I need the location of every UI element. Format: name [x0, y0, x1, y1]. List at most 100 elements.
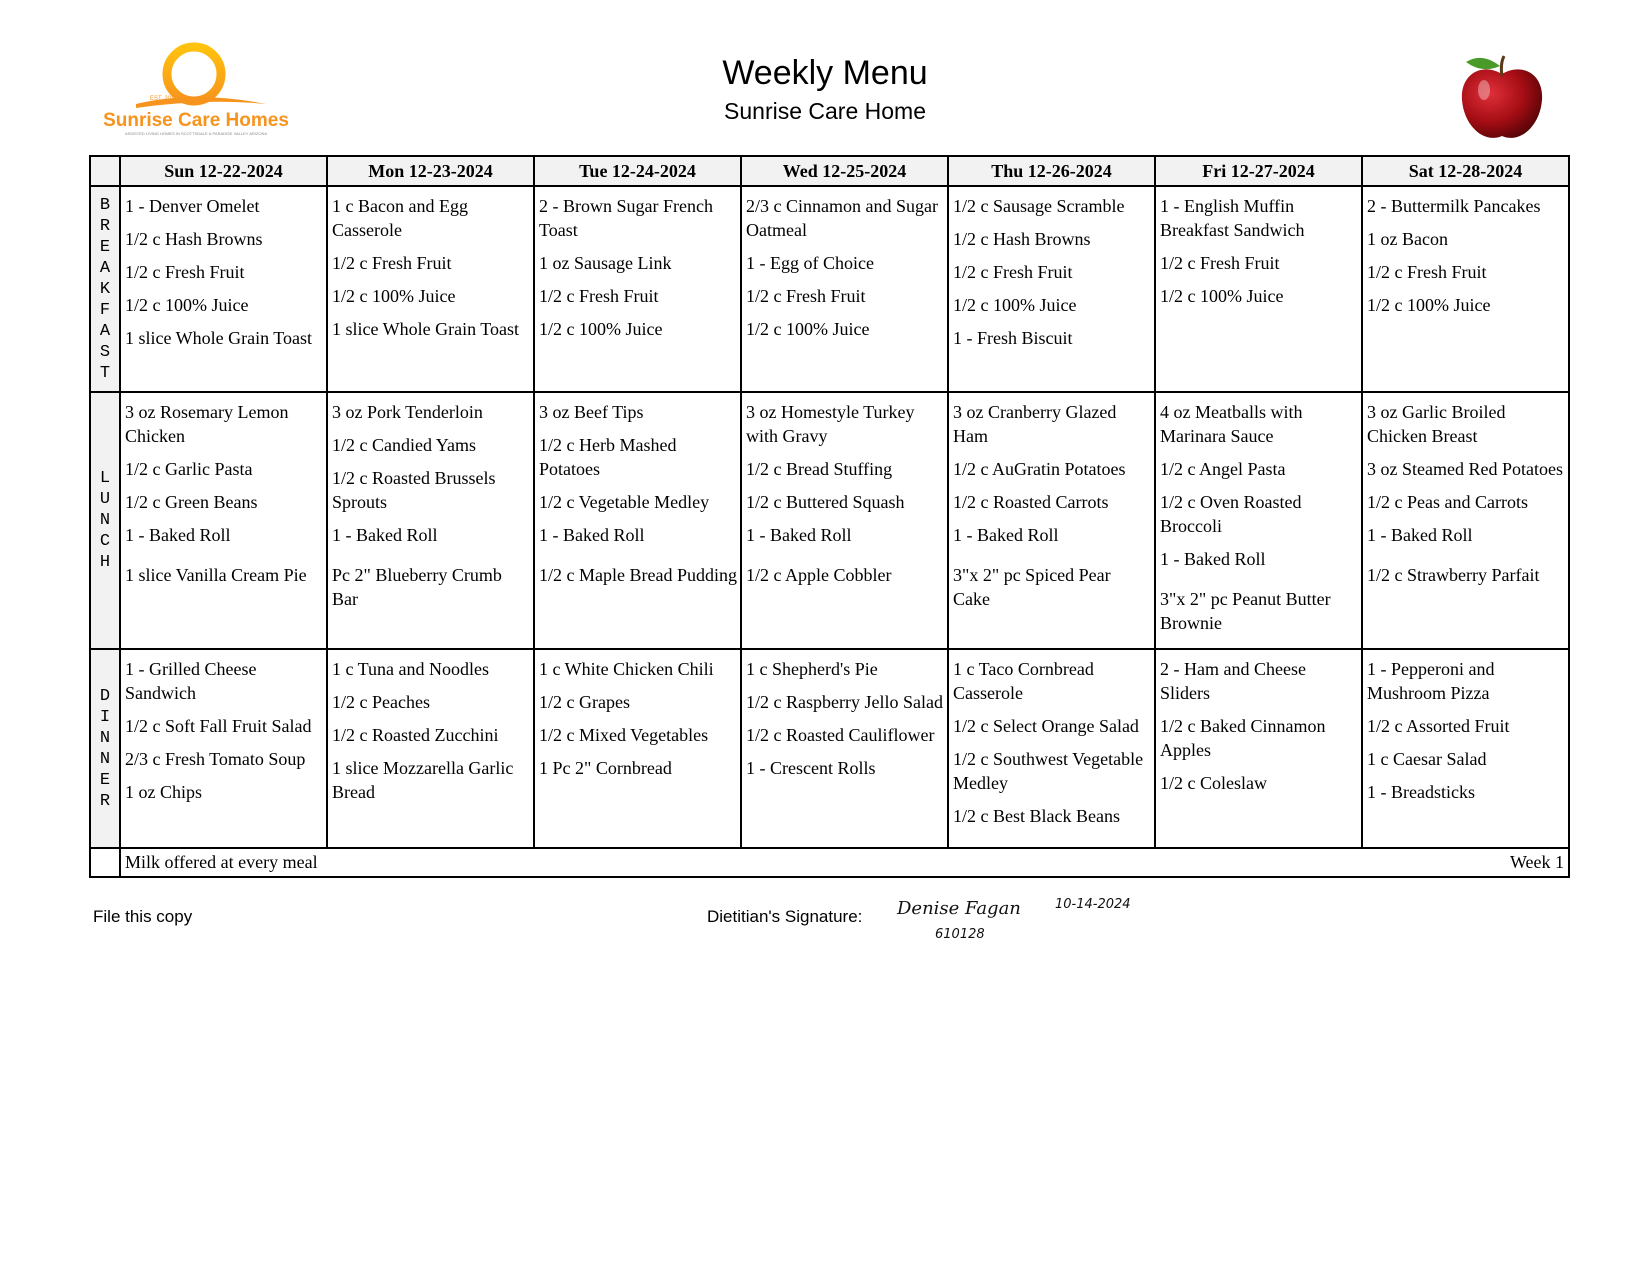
menu-item: 1/2 c 100% Juice [539, 319, 663, 339]
menu-item: 2 - Ham and Cheese Sliders [1160, 659, 1306, 703]
menu-cell: 1/2 c Sausage Scramble 1/2 c Hash Browns 1… [947, 185, 1156, 393]
menu-item: 1/2 c Hash Browns [953, 229, 1091, 249]
day-header: Wed 12-25-2024 [740, 155, 949, 187]
meal-label: DINNER [99, 686, 111, 811]
meal-label: LUNCH [99, 469, 111, 572]
menu-cell: 3 oz Garlic Broiled Chicken Breast 3 oz S… [1361, 391, 1570, 650]
menu-item: 1 slice Whole Grain Toast [125, 328, 313, 348]
menu-cell: 1 - Grilled Cheese Sandwich 1/2 c Soft Fa… [119, 648, 328, 849]
svg-text:EST. 2011: EST. 2011 [150, 96, 178, 102]
menu-item: 1 oz Chips [125, 782, 203, 802]
menu-item: 3"x 2" pc Spiced Pear Cake [953, 565, 1111, 609]
week-label: Week 1 [1509, 852, 1564, 872]
corner-cell [89, 155, 121, 187]
menu-item: 3 oz Cranberry Glazed Ham [953, 402, 1117, 446]
menu-item: 1/2 c Assorted Fruit [1367, 716, 1510, 736]
milk-corner [89, 847, 121, 878]
menu-item: 1 - Fresh Biscuit [953, 328, 1073, 348]
meal-row: DINNER 1 - Grilled Cheese Sandwich 1/2 c S… [89, 648, 1570, 849]
menu-item: 1 c Shepherd's Pie [746, 659, 878, 679]
milk-row: Milk offered at every meal Week 1 [89, 847, 1570, 878]
menu-item: 1/2 c Apple Cobbler [746, 565, 892, 585]
menu-item: 1/2 c Sausage Scramble [953, 196, 1125, 216]
menu-item: 1 - Baked Roll [1367, 525, 1473, 545]
menu-item: 1/2 c Roasted Cauliflower [746, 725, 935, 745]
menu-item: 1/2 c Bread Stuffing [746, 459, 893, 479]
menu-item: 1/2 c 100% Juice [332, 286, 456, 306]
menu-item: 1 c Bacon and Egg Casserole [332, 196, 468, 240]
menu-item: 1/2 c Vegetable Medley [539, 492, 710, 512]
menu-cell: 3 oz Beef Tips 1/2 c Herb Mashed Potatoes… [533, 391, 742, 650]
meal-label-cell: DINNER [89, 648, 121, 849]
menu-item: 1/2 c Soft Fall Fruit Salad [125, 716, 312, 736]
menu-item: 1/2 c Best Black Beans [953, 806, 1120, 826]
menu-item: 3 oz Pork Tenderloin [332, 402, 483, 422]
menu-cell: 2 - Brown Sugar French Toast 1 oz Sausage… [533, 185, 742, 393]
menu-item: 1/2 c 100% Juice [125, 295, 249, 315]
menu-item: 1 - Crescent Rolls [746, 758, 876, 778]
menu-item: 1/2 c Roasted Zucchini [332, 725, 499, 745]
menu-item: 1 oz Bacon [1367, 229, 1448, 249]
menu-item: 1/2 c Angel Pasta [1160, 459, 1286, 479]
menu-item: 1/2 c AuGratin Potatoes [953, 459, 1126, 479]
menu-item: 1/2 c Fresh Fruit [1160, 253, 1280, 273]
menu-cell: 3 oz Homestyle Turkey with Gravy 1/2 c Br… [740, 391, 949, 650]
signature-date: 10-14-2024 [1055, 897, 1131, 912]
menu-item: 3 oz Homestyle Turkey with Gravy [746, 402, 915, 446]
menu-cell: 1 c Bacon and Egg Casserole 1/2 c Fresh F… [326, 185, 535, 393]
menu-item: 3 oz Garlic Broiled Chicken Breast [1367, 402, 1506, 446]
menu-item: 1 slice Mozzarella Garlic Bread [332, 758, 514, 802]
menu-item: 1 - Baked Roll [125, 525, 231, 545]
menu-item: 3 oz Rosemary Lemon Chicken [125, 402, 289, 446]
menu-item: 1 - Breadsticks [1367, 782, 1475, 802]
page-title: Weekly Menu [722, 54, 928, 92]
menu-item: 1/2 c Oven Roasted Broccoli [1160, 492, 1302, 536]
menu-cell: 2/3 c Cinnamon and Sugar Oatmeal 1 - Egg … [740, 185, 949, 393]
menu-item: 1/2 c Candied Yams [332, 435, 476, 455]
meal-label-cell: LUNCH [89, 391, 121, 650]
menu-item: 1/2 c Roasted Carrots [953, 492, 1109, 512]
menu-cell: 1 c Tuna and Noodles 1/2 c Peaches 1/2 c R… [326, 648, 535, 849]
meal-label: BREAKFAST [99, 195, 111, 383]
signature-label: Dietitian's Signature: [707, 907, 863, 926]
menu-item: 1 - English Muffin Breakfast Sandwich [1160, 196, 1305, 240]
menu-item: 1 slice Vanilla Cream Pie [125, 565, 307, 585]
menu-cell: 1 c White Chicken Chili 1/2 c Grapes 1/2 c… [533, 648, 742, 849]
menu-item: 1/2 c 100% Juice [1160, 286, 1284, 306]
menu-item: 1/2 c Buttered Squash [746, 492, 905, 512]
menu-item: 1/2 c Peaches [332, 692, 430, 712]
sunrise-care-homes-logo: EST. 2011 Sunrise Care Homes ASSISTED LI… [103, 42, 289, 136]
menu-item: 3 oz Beef Tips [539, 402, 644, 422]
menu-item: 1/2 c 100% Juice [1367, 295, 1491, 315]
day-header: Thu 12-26-2024 [947, 155, 1156, 187]
menu-item: 1 - Baked Roll [746, 525, 852, 545]
menu-item: 1/2 c Fresh Fruit [332, 253, 452, 273]
milk-cell: Milk offered at every meal Week 1 [119, 847, 1570, 878]
day-header: Mon 12-23-2024 [326, 155, 535, 187]
menu-cell: 1 - Pepperoni and Mushroom Pizza 1/2 c As… [1361, 648, 1570, 849]
page-subtitle: Sunrise Care Home [724, 98, 926, 124]
menu-item: 2 - Brown Sugar French Toast [539, 196, 713, 240]
menu-item: 1/2 c Garlic Pasta [125, 459, 253, 479]
menu-item: 2/3 c Cinnamon and Sugar Oatmeal [746, 196, 938, 240]
weekly-menu-table: Sun 12-22-2024 Mon 12-23-2024 Tue 12-24-… [89, 155, 1570, 878]
menu-item: 1/2 c Fresh Fruit [539, 286, 659, 306]
dietitian-signature: Denise Fagan 10-14-2024 610128 [896, 897, 1131, 942]
menu-cell: 1 - Denver Omelet 1/2 c Hash Browns 1/2 c … [119, 185, 328, 393]
menu-item: 1 oz Sausage Link [539, 253, 672, 273]
menu-item: 1/2 c Maple Bread Pudding [539, 565, 737, 585]
menu-item: 1/2 c Southwest Vegetable Medley [953, 749, 1144, 793]
menu-item: 4 oz Meatballs with Marinara Sauce [1160, 402, 1303, 446]
menu-item: 1/2 c Peas and Carrots [1367, 492, 1528, 512]
menu-cell: 4 oz Meatballs with Marinara Sauce 1/2 c … [1154, 391, 1363, 650]
menu-item: 1/2 c Roasted Brussels Sprouts [332, 468, 496, 512]
menu-cell: 3 oz Rosemary Lemon Chicken 1/2 c Garlic … [119, 391, 328, 650]
menu-item: 1 c White Chicken Chili [539, 659, 714, 679]
menu-item: 3"x 2" pc Peanut Butter Brownie [1160, 589, 1331, 633]
meal-row: LUNCH 3 oz Rosemary Lemon Chicken 1/2 c Ga… [89, 391, 1570, 650]
menu-item: 1/2 c Green Beans [125, 492, 258, 512]
menu-item: 2/3 c Fresh Tomato Soup [125, 749, 306, 769]
day-header-row: Sun 12-22-2024 Mon 12-23-2024 Tue 12-24-… [89, 155, 1570, 187]
menu-item: 1/2 c Select Orange Salad [953, 716, 1139, 736]
menu-item: 1/2 c Grapes [539, 692, 630, 712]
